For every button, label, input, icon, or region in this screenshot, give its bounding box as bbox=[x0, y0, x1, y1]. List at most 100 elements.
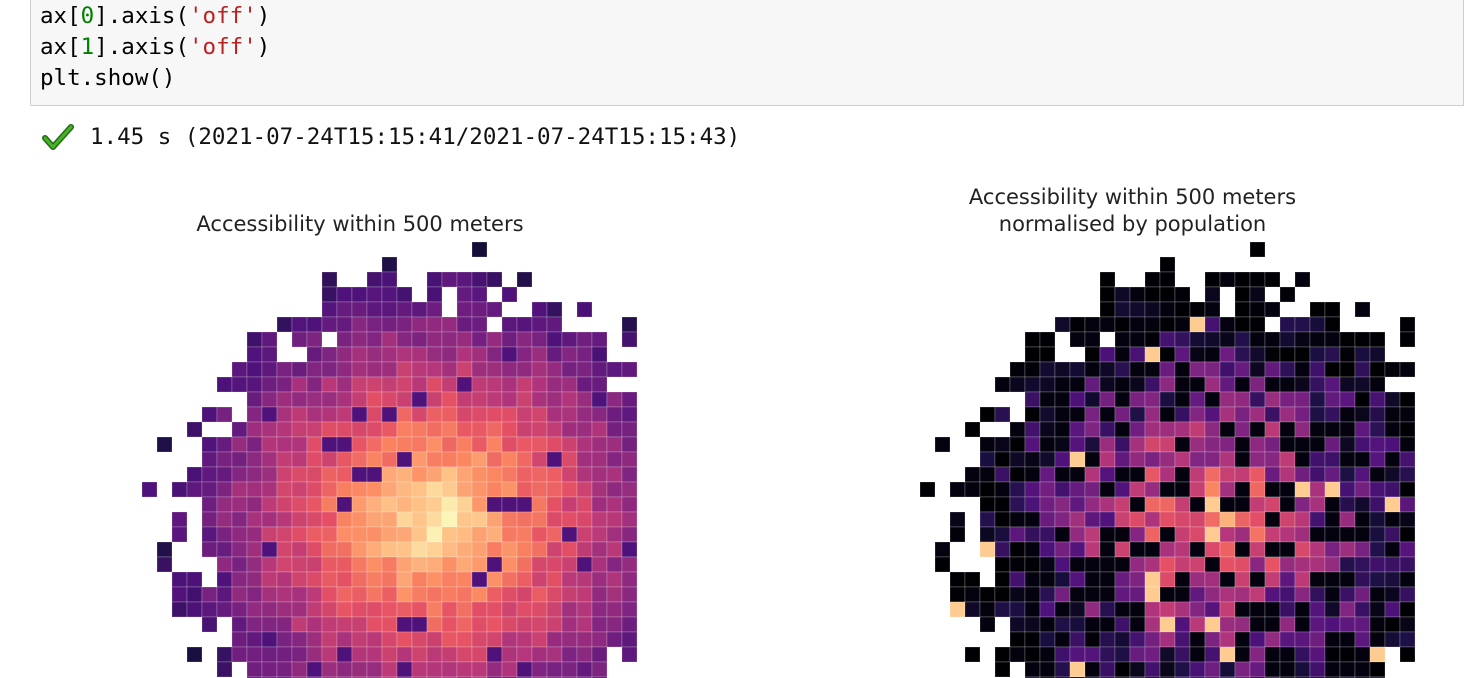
map-cell bbox=[1144, 391, 1161, 408]
map-cell bbox=[276, 556, 293, 573]
map-cell bbox=[1099, 451, 1116, 468]
map-cell bbox=[1219, 556, 1236, 573]
map-cell bbox=[1264, 616, 1281, 633]
map-cell bbox=[1264, 526, 1281, 543]
map-cell bbox=[366, 481, 383, 498]
map-cell bbox=[591, 646, 608, 663]
map-cell bbox=[426, 511, 443, 528]
code-cell[interactable]: ax[0].axis('off') ax[1].axis('off') plt.sh… bbox=[30, 0, 1464, 106]
map-cell bbox=[411, 316, 428, 333]
map-cell bbox=[306, 436, 323, 453]
map-cell bbox=[336, 481, 353, 498]
map-cell bbox=[1294, 421, 1311, 438]
map-cell bbox=[1084, 556, 1101, 573]
map-cell bbox=[1264, 331, 1281, 348]
map-cell bbox=[1279, 541, 1296, 558]
map-cell bbox=[1369, 391, 1386, 408]
map-cell bbox=[1339, 496, 1356, 513]
map-cell bbox=[276, 541, 293, 558]
map-cell bbox=[336, 601, 353, 618]
map-cell bbox=[351, 406, 368, 423]
map-cell bbox=[1129, 646, 1146, 663]
map-cell bbox=[261, 451, 278, 468]
map-cell bbox=[411, 541, 428, 558]
map-cell bbox=[1369, 601, 1386, 618]
map-cell bbox=[1309, 466, 1326, 483]
map-cell bbox=[576, 541, 593, 558]
map-cell bbox=[576, 466, 593, 483]
map-cell bbox=[1039, 331, 1056, 348]
map-cell bbox=[621, 421, 638, 438]
map-cell bbox=[1099, 616, 1116, 633]
map-cell bbox=[1084, 661, 1101, 678]
map-cell bbox=[1204, 661, 1221, 678]
map-cell bbox=[441, 391, 458, 408]
map-cell bbox=[1114, 511, 1131, 528]
map-cell bbox=[1174, 571, 1191, 588]
map-cell bbox=[1054, 406, 1071, 423]
map-cell bbox=[1204, 496, 1221, 513]
map-cell bbox=[1039, 436, 1056, 453]
map-cell bbox=[291, 361, 308, 378]
map-cell bbox=[291, 616, 308, 633]
map-cell bbox=[576, 436, 593, 453]
map-cell bbox=[471, 481, 488, 498]
map-cell bbox=[1219, 331, 1236, 348]
map-cell bbox=[1144, 661, 1161, 678]
map-cell bbox=[1129, 556, 1146, 573]
map-cell bbox=[231, 376, 248, 393]
map-cell bbox=[291, 601, 308, 618]
map-cell bbox=[606, 601, 623, 618]
map-cell bbox=[426, 271, 443, 288]
map-cell bbox=[456, 436, 473, 453]
map-cell bbox=[321, 316, 338, 333]
map-cell bbox=[1054, 556, 1071, 573]
map-cell bbox=[186, 571, 203, 588]
map-cell bbox=[396, 466, 413, 483]
map-cell bbox=[366, 361, 383, 378]
map-cell bbox=[246, 361, 263, 378]
map-cell bbox=[1114, 541, 1131, 558]
map-cell bbox=[1399, 451, 1416, 468]
map-cell bbox=[396, 646, 413, 663]
map-cell bbox=[1144, 556, 1161, 573]
map-cell bbox=[1039, 571, 1056, 588]
map-cell bbox=[501, 646, 518, 663]
map-cell bbox=[216, 511, 233, 528]
code-editor[interactable]: ax[0].axis('off') ax[1].axis('off') plt.sh… bbox=[40, 1, 270, 94]
map-cell bbox=[1189, 526, 1206, 543]
map-cell bbox=[516, 316, 533, 333]
map-cell bbox=[1009, 496, 1026, 513]
map-cell bbox=[1294, 466, 1311, 483]
map-cell bbox=[471, 286, 488, 303]
map-cell bbox=[1129, 481, 1146, 498]
map-cell bbox=[366, 271, 383, 288]
map-cell bbox=[1189, 631, 1206, 648]
map-cell bbox=[351, 586, 368, 603]
map-cell bbox=[366, 421, 383, 438]
map-cell bbox=[1219, 361, 1236, 378]
map-cell bbox=[501, 586, 518, 603]
map-cell bbox=[231, 466, 248, 483]
map-cell bbox=[441, 646, 458, 663]
map-cell bbox=[456, 571, 473, 588]
code-string: 'off' bbox=[189, 34, 257, 60]
map-cell bbox=[366, 316, 383, 333]
map-cell bbox=[441, 346, 458, 363]
map-cell bbox=[1309, 346, 1326, 363]
map-cell bbox=[1234, 631, 1251, 648]
map-cell bbox=[1234, 466, 1251, 483]
map-cell bbox=[1369, 406, 1386, 423]
map-cell bbox=[276, 586, 293, 603]
map-cell bbox=[1009, 421, 1026, 438]
map-cell bbox=[1039, 661, 1056, 678]
map-cell bbox=[1384, 361, 1401, 378]
map-cell bbox=[246, 421, 263, 438]
map-cell bbox=[1399, 601, 1416, 618]
map-cell bbox=[1399, 646, 1416, 663]
map-cell bbox=[606, 436, 623, 453]
map-cell bbox=[1174, 316, 1191, 333]
map-cell bbox=[591, 541, 608, 558]
map-cell bbox=[606, 406, 623, 423]
map-cell bbox=[246, 646, 263, 663]
